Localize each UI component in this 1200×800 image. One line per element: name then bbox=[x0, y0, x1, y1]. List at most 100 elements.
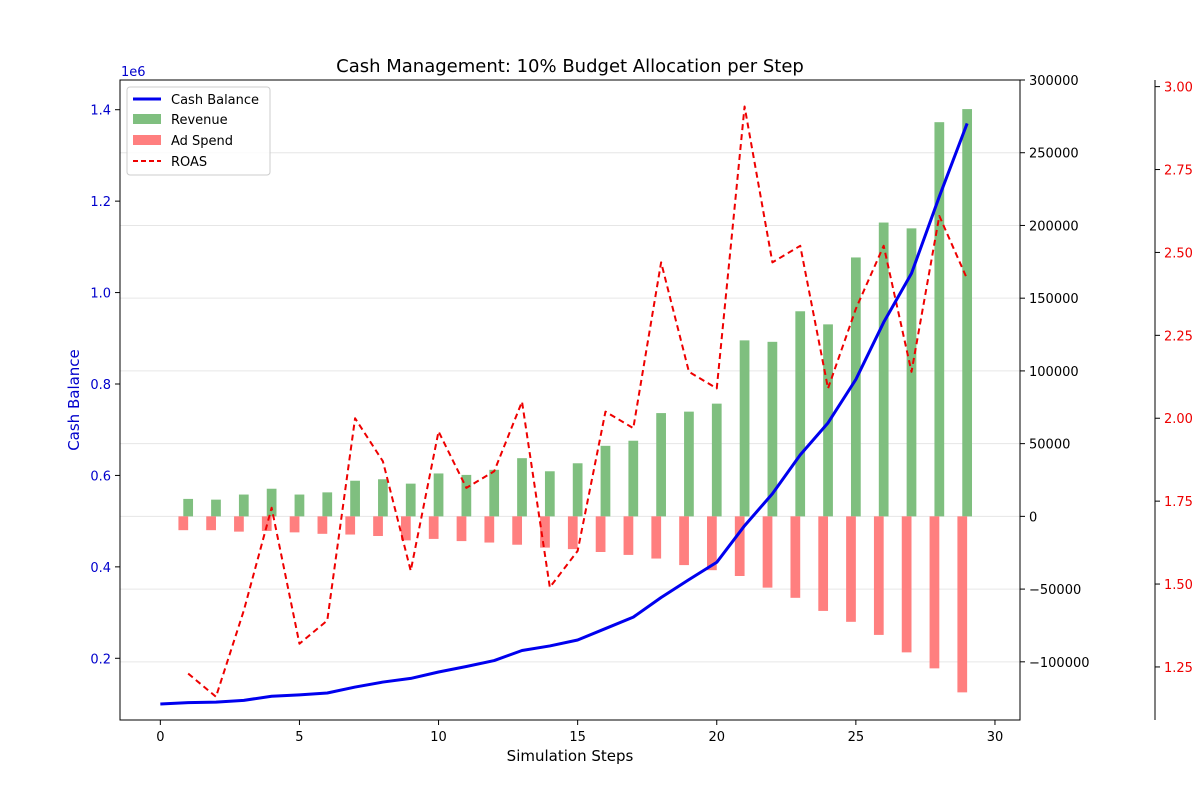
lines-layer bbox=[160, 105, 969, 706]
roas-axis-tick-label: 1.50 bbox=[1164, 578, 1193, 593]
y-left-tick-label: 0.2 bbox=[90, 652, 111, 667]
ad-spend-bar bbox=[317, 516, 328, 534]
revenue-bar bbox=[489, 469, 500, 517]
revenue-bar bbox=[238, 494, 249, 517]
chart-title: Cash Management: 10% Budget Allocation p… bbox=[336, 56, 804, 77]
y-left-tick-label: 0.6 bbox=[90, 469, 111, 484]
ad-spend-bar bbox=[373, 516, 383, 536]
revenue-bar bbox=[962, 109, 973, 517]
ad-spend-bar bbox=[818, 516, 829, 611]
y-left-tick-label: 1.4 bbox=[90, 104, 111, 119]
y-axis-label: Cash Balance bbox=[65, 349, 83, 451]
ad-spend-bar bbox=[929, 516, 940, 669]
x-tick-label: 10 bbox=[430, 730, 447, 745]
ad-spend-bar bbox=[790, 516, 801, 598]
x-tick-label: 15 bbox=[569, 730, 586, 745]
legend-label-revenue: Revenue bbox=[171, 113, 228, 128]
ad-spend-bar bbox=[707, 516, 717, 571]
ad-spend-bar bbox=[456, 516, 467, 542]
ad-spend-bar bbox=[873, 516, 884, 635]
ad-spend-bar bbox=[734, 516, 745, 576]
x-tick-label: 30 bbox=[987, 730, 1004, 745]
y-right-tick-label: 250000 bbox=[1029, 147, 1079, 162]
ad-spend-bar bbox=[957, 516, 968, 693]
x-tick-label: 5 bbox=[295, 730, 303, 745]
plot-frame bbox=[119, 79, 1021, 721]
revenue-bar bbox=[795, 311, 806, 517]
ad-spend-bar bbox=[679, 516, 689, 566]
ad-spend-bar bbox=[178, 516, 189, 531]
ad-spend-bar bbox=[901, 516, 912, 653]
legend: Cash Balance Revenue Ad Spend ROAS bbox=[126, 86, 271, 176]
y-right-tick-label: −100000 bbox=[1029, 656, 1090, 671]
revenue-bar bbox=[684, 411, 694, 517]
legend-label-roas: ROAS bbox=[171, 155, 207, 170]
y-right-tick-label: 150000 bbox=[1029, 292, 1079, 307]
ad-spend-bar bbox=[595, 516, 606, 552]
bars-layer bbox=[178, 109, 973, 693]
y-right-tick-label: 50000 bbox=[1029, 438, 1070, 453]
ad-spend-bar bbox=[234, 516, 244, 532]
revenue-bar bbox=[378, 479, 388, 517]
ad-spend-bar bbox=[400, 516, 411, 541]
revenue-bar bbox=[433, 473, 444, 517]
revenue-bar bbox=[405, 483, 416, 517]
cash-balance-line bbox=[160, 122, 969, 706]
x-tick-label: 25 bbox=[848, 730, 865, 745]
y-right-tick-label: −50000 bbox=[1029, 583, 1081, 598]
x-axis-label: Simulation Steps bbox=[507, 747, 634, 765]
x-tick-label: 0 bbox=[156, 730, 164, 745]
ad-spend-bar bbox=[762, 516, 773, 588]
ad-spend-bar bbox=[846, 516, 856, 622]
ad-spend-bar bbox=[206, 516, 216, 531]
revenue-bar bbox=[322, 492, 333, 517]
revenue-bar bbox=[600, 445, 611, 517]
roas-axis-tick-label: 2.50 bbox=[1164, 246, 1193, 261]
y-right-tick-label: 100000 bbox=[1029, 365, 1079, 380]
y-left-tick-label: 0.8 bbox=[90, 378, 111, 393]
ad-spend-bar bbox=[623, 516, 634, 555]
y-offset-text: 1e6 bbox=[121, 65, 146, 80]
revenue-bar bbox=[850, 257, 861, 517]
ad-spend-bar bbox=[345, 516, 356, 535]
ad-spend-bar bbox=[289, 516, 300, 533]
legend-label-ad-spend: Ad Spend bbox=[171, 134, 233, 149]
y-right-tick-label: 200000 bbox=[1029, 219, 1079, 234]
revenue-bar bbox=[934, 122, 945, 517]
roas-axis-tick-label: 1.25 bbox=[1164, 661, 1193, 676]
legend-swatch-revenue bbox=[133, 114, 161, 124]
revenue-bar bbox=[517, 458, 527, 517]
ad-spend-bar bbox=[261, 516, 272, 531]
y-left-tick-label: 1.0 bbox=[90, 287, 111, 302]
revenue-bar bbox=[878, 222, 889, 517]
ad-spend-bar bbox=[428, 516, 439, 539]
legend-box bbox=[126, 86, 271, 176]
revenue-bar bbox=[656, 413, 666, 517]
y-right-tick-label: 0 bbox=[1029, 510, 1037, 525]
roas-axis-tick-label: 2.75 bbox=[1164, 164, 1193, 179]
roas-axis-tick-label: 2.00 bbox=[1164, 412, 1193, 427]
axes-layer: 0 5 10 15 20 25 30 0.2 0.4 0.6 0.8 1.0 1.2 1.4 −100000… bbox=[90, 74, 1193, 745]
roas-axis-tick-label: 3.00 bbox=[1164, 81, 1193, 96]
x-tick-label: 20 bbox=[708, 730, 725, 745]
ad-spend-bar bbox=[540, 516, 550, 548]
ad-spend-bar bbox=[512, 516, 523, 545]
revenue-bar bbox=[739, 340, 750, 517]
revenue-bar bbox=[711, 403, 722, 517]
legend-label-cash-balance: Cash Balance bbox=[171, 93, 259, 108]
y-left-tick-label: 1.2 bbox=[90, 195, 111, 210]
ad-spend-bar bbox=[567, 516, 578, 550]
revenue-bar bbox=[572, 463, 583, 517]
y-right-tick-label: 300000 bbox=[1029, 74, 1079, 89]
revenue-bar bbox=[183, 498, 194, 517]
revenue-bar bbox=[211, 499, 221, 517]
revenue-bar bbox=[767, 341, 778, 517]
ad-spend-bar bbox=[484, 516, 495, 543]
revenue-bar bbox=[461, 474, 472, 517]
legend-swatch-ad-spend bbox=[133, 135, 161, 145]
revenue-bar bbox=[544, 471, 555, 517]
revenue-bar bbox=[294, 494, 305, 517]
ad-spend-bar bbox=[651, 516, 662, 559]
